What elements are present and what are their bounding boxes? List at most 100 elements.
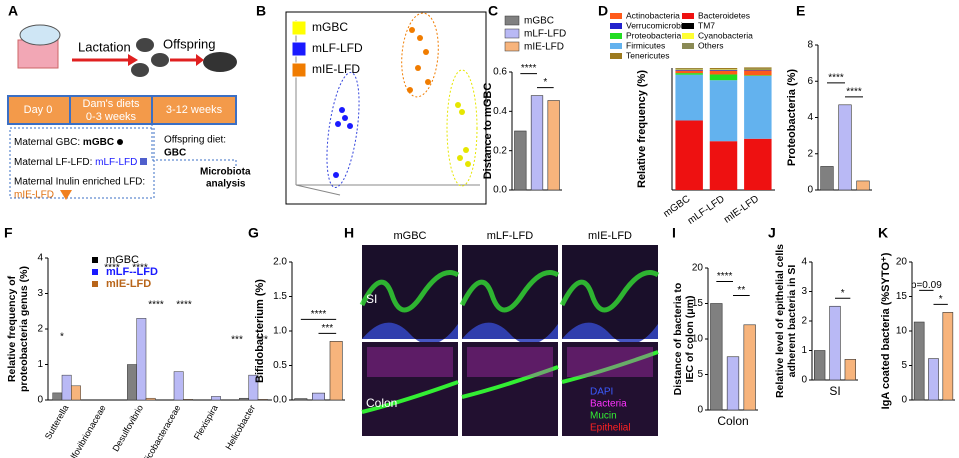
step-label: Offspring: [163, 36, 216, 51]
y-tick-label: 0: [37, 395, 43, 406]
cluster-points: [455, 102, 471, 167]
y-tick-label: 1: [801, 345, 807, 356]
micrograph: [462, 245, 558, 339]
group-marker: [140, 158, 147, 165]
y-tick-label: 20: [896, 257, 908, 268]
x-tick-label: Desulfovibrio: [110, 403, 145, 453]
legend-label: Proteobacteria: [626, 30, 682, 40]
stain-label: Epithelial: [590, 423, 631, 434]
timeline-label: 3-12 weeks: [166, 104, 223, 116]
bar: [813, 350, 826, 381]
y-tick-label: 10: [896, 326, 908, 337]
significance-label: *: [60, 332, 64, 343]
bar: [239, 397, 249, 401]
micrograph: [362, 245, 458, 339]
bar-segment: [675, 73, 703, 75]
panel-letter: C: [488, 3, 498, 19]
legend-label: mGBC: [106, 254, 139, 266]
legend-label: mGBC: [312, 20, 348, 34]
timeline-label: 0-3 weeks: [86, 111, 137, 123]
stain-label: Mucin: [590, 411, 617, 422]
y-tick-label: 5: [901, 360, 907, 371]
bar: [829, 305, 841, 381]
panel-letter: E: [796, 3, 805, 19]
legend-swatch: [682, 13, 694, 19]
legend-marker: [92, 257, 98, 263]
bacteria-stain: [467, 347, 553, 377]
y-tick-label: 0: [807, 185, 813, 196]
pup-icon: [136, 38, 154, 52]
legend-label: Tenericutes: [626, 50, 669, 60]
panel-letter: J: [768, 225, 776, 241]
bar: [547, 100, 560, 191]
bar: [514, 130, 527, 191]
bar: [248, 374, 259, 401]
legend-swatch: [291, 41, 307, 57]
bar-segment: [744, 75, 772, 139]
legend-swatch: [504, 15, 520, 26]
legend-swatch: [291, 62, 307, 78]
y-tick-label: 0: [901, 395, 907, 406]
bar: [942, 312, 954, 401]
legend-label: mLF-LFD: [524, 29, 566, 40]
significance-label: *: [939, 294, 943, 305]
bar: [136, 318, 147, 401]
timeline-bar: [7, 95, 237, 125]
connector: [151, 124, 237, 168]
bar-segment: [744, 69, 772, 71]
legend-label: mIE-LFD: [312, 62, 360, 76]
significance-label: ****: [846, 86, 862, 97]
micrograph: [462, 342, 558, 436]
panel-h: H mGBC mLF-LFD mIE-LFD SI Colon DAPIBacteriaM…: [344, 225, 660, 436]
cluster-ellipse: [446, 69, 478, 187]
offspring-label: GBC: [164, 148, 186, 159]
bar-segment: [675, 68, 703, 69]
y-tick-label: 1.5: [273, 291, 287, 302]
y-tick-label: 0: [801, 375, 807, 386]
bar: [127, 364, 137, 401]
x-tick-label: Flexispira: [192, 403, 220, 441]
group-label: Maternal GBC: mGBC: [14, 137, 114, 148]
bar-segment: [675, 74, 703, 121]
mouse-icon: [19, 24, 61, 46]
significance-label: ****: [717, 271, 733, 282]
legend-label: mLF-LFD: [312, 41, 363, 55]
column-label: mGBC: [394, 230, 427, 242]
y-tick-label: 0.4: [493, 106, 507, 117]
x-tick-label: Sutterella: [43, 403, 71, 441]
y-axis-label: Relative frequency (%): [636, 70, 648, 188]
panel-letter: A: [8, 3, 18, 19]
y-axis-label: Relative frequency of: [6, 275, 18, 382]
significance-label: ****: [148, 300, 164, 311]
y-tick-label: 2: [807, 148, 813, 159]
significance-label: ***: [321, 323, 333, 334]
y-axis-label: Bifidobacterium (%): [254, 279, 266, 383]
bar-segment: [744, 138, 772, 190]
stain-label: DAPI: [590, 387, 613, 398]
significance-label: ****: [828, 72, 844, 83]
bar: [257, 399, 268, 401]
bar: [173, 371, 184, 401]
bar-segment: [675, 120, 703, 190]
legend-swatch: [291, 20, 307, 36]
bar: [329, 341, 343, 401]
mucus-stain: [561, 350, 659, 384]
x-tick-label: Helicobacteraceae: [137, 403, 183, 458]
y-tick-label: 0.0: [493, 185, 507, 196]
mucus-stain: [361, 380, 459, 414]
bar: [530, 95, 544, 191]
panel-letter: G: [248, 225, 259, 241]
villus-stain: [559, 270, 660, 313]
legend-label: Cyanobacteria: [698, 30, 753, 40]
bar-segment: [675, 70, 703, 71]
panel-letter: D: [598, 3, 608, 19]
stain-label: Bacteria: [590, 399, 627, 410]
bacteria-stain: [567, 347, 653, 377]
x-tick-label: mLF-LFD: [686, 194, 727, 227]
y-tick-label: 2: [801, 316, 807, 327]
legend-label: TM7: [698, 20, 715, 30]
group-name: mGBC: [83, 137, 114, 148]
legend-label: Verrucomicrobia: [626, 20, 688, 30]
y-axis-label: Distance to mGBC: [482, 83, 494, 180]
bar: [294, 398, 308, 401]
